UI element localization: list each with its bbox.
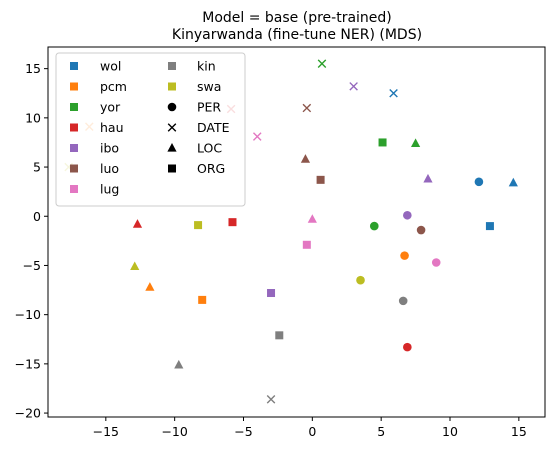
point-lug-loc	[307, 214, 317, 223]
x-tick-label: −10	[161, 424, 187, 439]
point-luo-date	[302, 103, 312, 113]
legend-marker-wol	[70, 62, 78, 70]
point-lug-org	[302, 240, 311, 249]
y-tick-label: 15	[25, 61, 41, 76]
y-tick-label: −10	[15, 307, 41, 322]
legend-label-wol: wol	[100, 59, 121, 74]
x-axis: −15 −10 −5 0 5 10 15	[93, 417, 527, 439]
point-kin-date	[266, 394, 276, 404]
point-ibo-date	[349, 82, 358, 91]
plot-frame	[47, 46, 546, 418]
legend-label-date: DATE	[197, 120, 230, 135]
point-ibo-loc	[423, 173, 433, 183]
x-tick-label: 15	[511, 424, 527, 439]
legend-marker-pcm	[70, 82, 78, 91]
legend-label-yor: yor	[100, 100, 121, 115]
point-lug-date	[252, 132, 262, 141]
point-yor-org	[378, 138, 387, 147]
legend-marker-per	[167, 102, 177, 112]
point-pcm-per	[400, 251, 409, 260]
legend-label-org: ORG	[197, 161, 225, 176]
legend-marker-kin	[168, 62, 176, 70]
legend-marker-swa	[168, 82, 176, 91]
chart-title-line-2: Kinyarwanda (fine-tune NER) (MDS)	[172, 27, 422, 43]
y-tick-label: 0	[33, 209, 41, 224]
legend-frame	[55, 52, 246, 207]
point-yor-loc	[410, 138, 421, 148]
legend-label-kin: kin	[197, 59, 216, 74]
plot-area	[64, 59, 518, 404]
x-tick-label: −15	[93, 424, 119, 439]
y-tick-label: 5	[33, 160, 41, 175]
point-ibo-per	[403, 210, 412, 220]
point-yor-date	[317, 59, 327, 69]
point-hau-loc	[132, 219, 143, 228]
chart-title-line-1: Model = base (pre-trained)	[202, 10, 392, 26]
legend-label-per: PER	[197, 100, 221, 115]
x-tick-label: 10	[442, 424, 458, 439]
point-wol-per	[474, 177, 484, 187]
legend-marker-yor	[70, 103, 78, 111]
x-tick-label: −5	[234, 424, 252, 439]
legend-marker-luo	[70, 164, 78, 173]
y-axis: −20 −15 −10 −5 0 5 10 15	[15, 61, 48, 421]
point-hau-org	[228, 218, 237, 227]
legend-label-ibo: ibo	[100, 141, 119, 156]
point-luo-loc	[300, 154, 311, 163]
legend-marker-hau	[70, 123, 78, 132]
point-wol-org	[485, 222, 494, 231]
point-swa-loc	[130, 261, 140, 271]
point-luo-org	[316, 175, 325, 184]
point-wol-date	[389, 88, 398, 98]
legend-label-pcm: pcm	[100, 79, 127, 94]
y-tick-label: −5	[23, 258, 41, 273]
point-hau-per	[403, 342, 412, 352]
x-tick-label: 0	[308, 424, 316, 439]
point-kin-org	[275, 331, 284, 340]
legend-marker-lug	[70, 185, 78, 193]
legend-label-loc: LOC	[197, 141, 222, 156]
legend-label-swa: swa	[197, 79, 221, 94]
legend-marker-date	[167, 123, 177, 132]
legend-label-hau: hau	[100, 120, 124, 135]
point-kin-loc	[174, 359, 184, 369]
point-luo-per	[416, 225, 426, 235]
y-tick-label: 10	[25, 110, 41, 125]
point-swa-per	[356, 275, 365, 285]
legend-marker-ibo	[70, 144, 78, 152]
point-swa-org	[194, 221, 203, 230]
legend-marker-org	[168, 164, 176, 173]
legend-label-luo: luo	[100, 161, 119, 176]
legend-marker-loc	[167, 143, 177, 152]
point-lug-per	[431, 258, 441, 267]
y-tick-label: −20	[15, 406, 41, 421]
point-pcm-org	[198, 295, 207, 304]
point-kin-per	[398, 296, 408, 306]
legend: wol pcm yor hau ibo luo lug kin swa PER DATE LOC ORG	[55, 52, 246, 207]
point-pcm-loc	[145, 282, 155, 291]
point-yor-per	[369, 221, 379, 231]
y-tick-label: −15	[15, 356, 41, 371]
legend-label-lug: lug	[100, 182, 119, 197]
point-ibo-org	[267, 289, 276, 298]
x-tick-label: 5	[377, 424, 385, 439]
point-wol-loc	[508, 177, 518, 187]
